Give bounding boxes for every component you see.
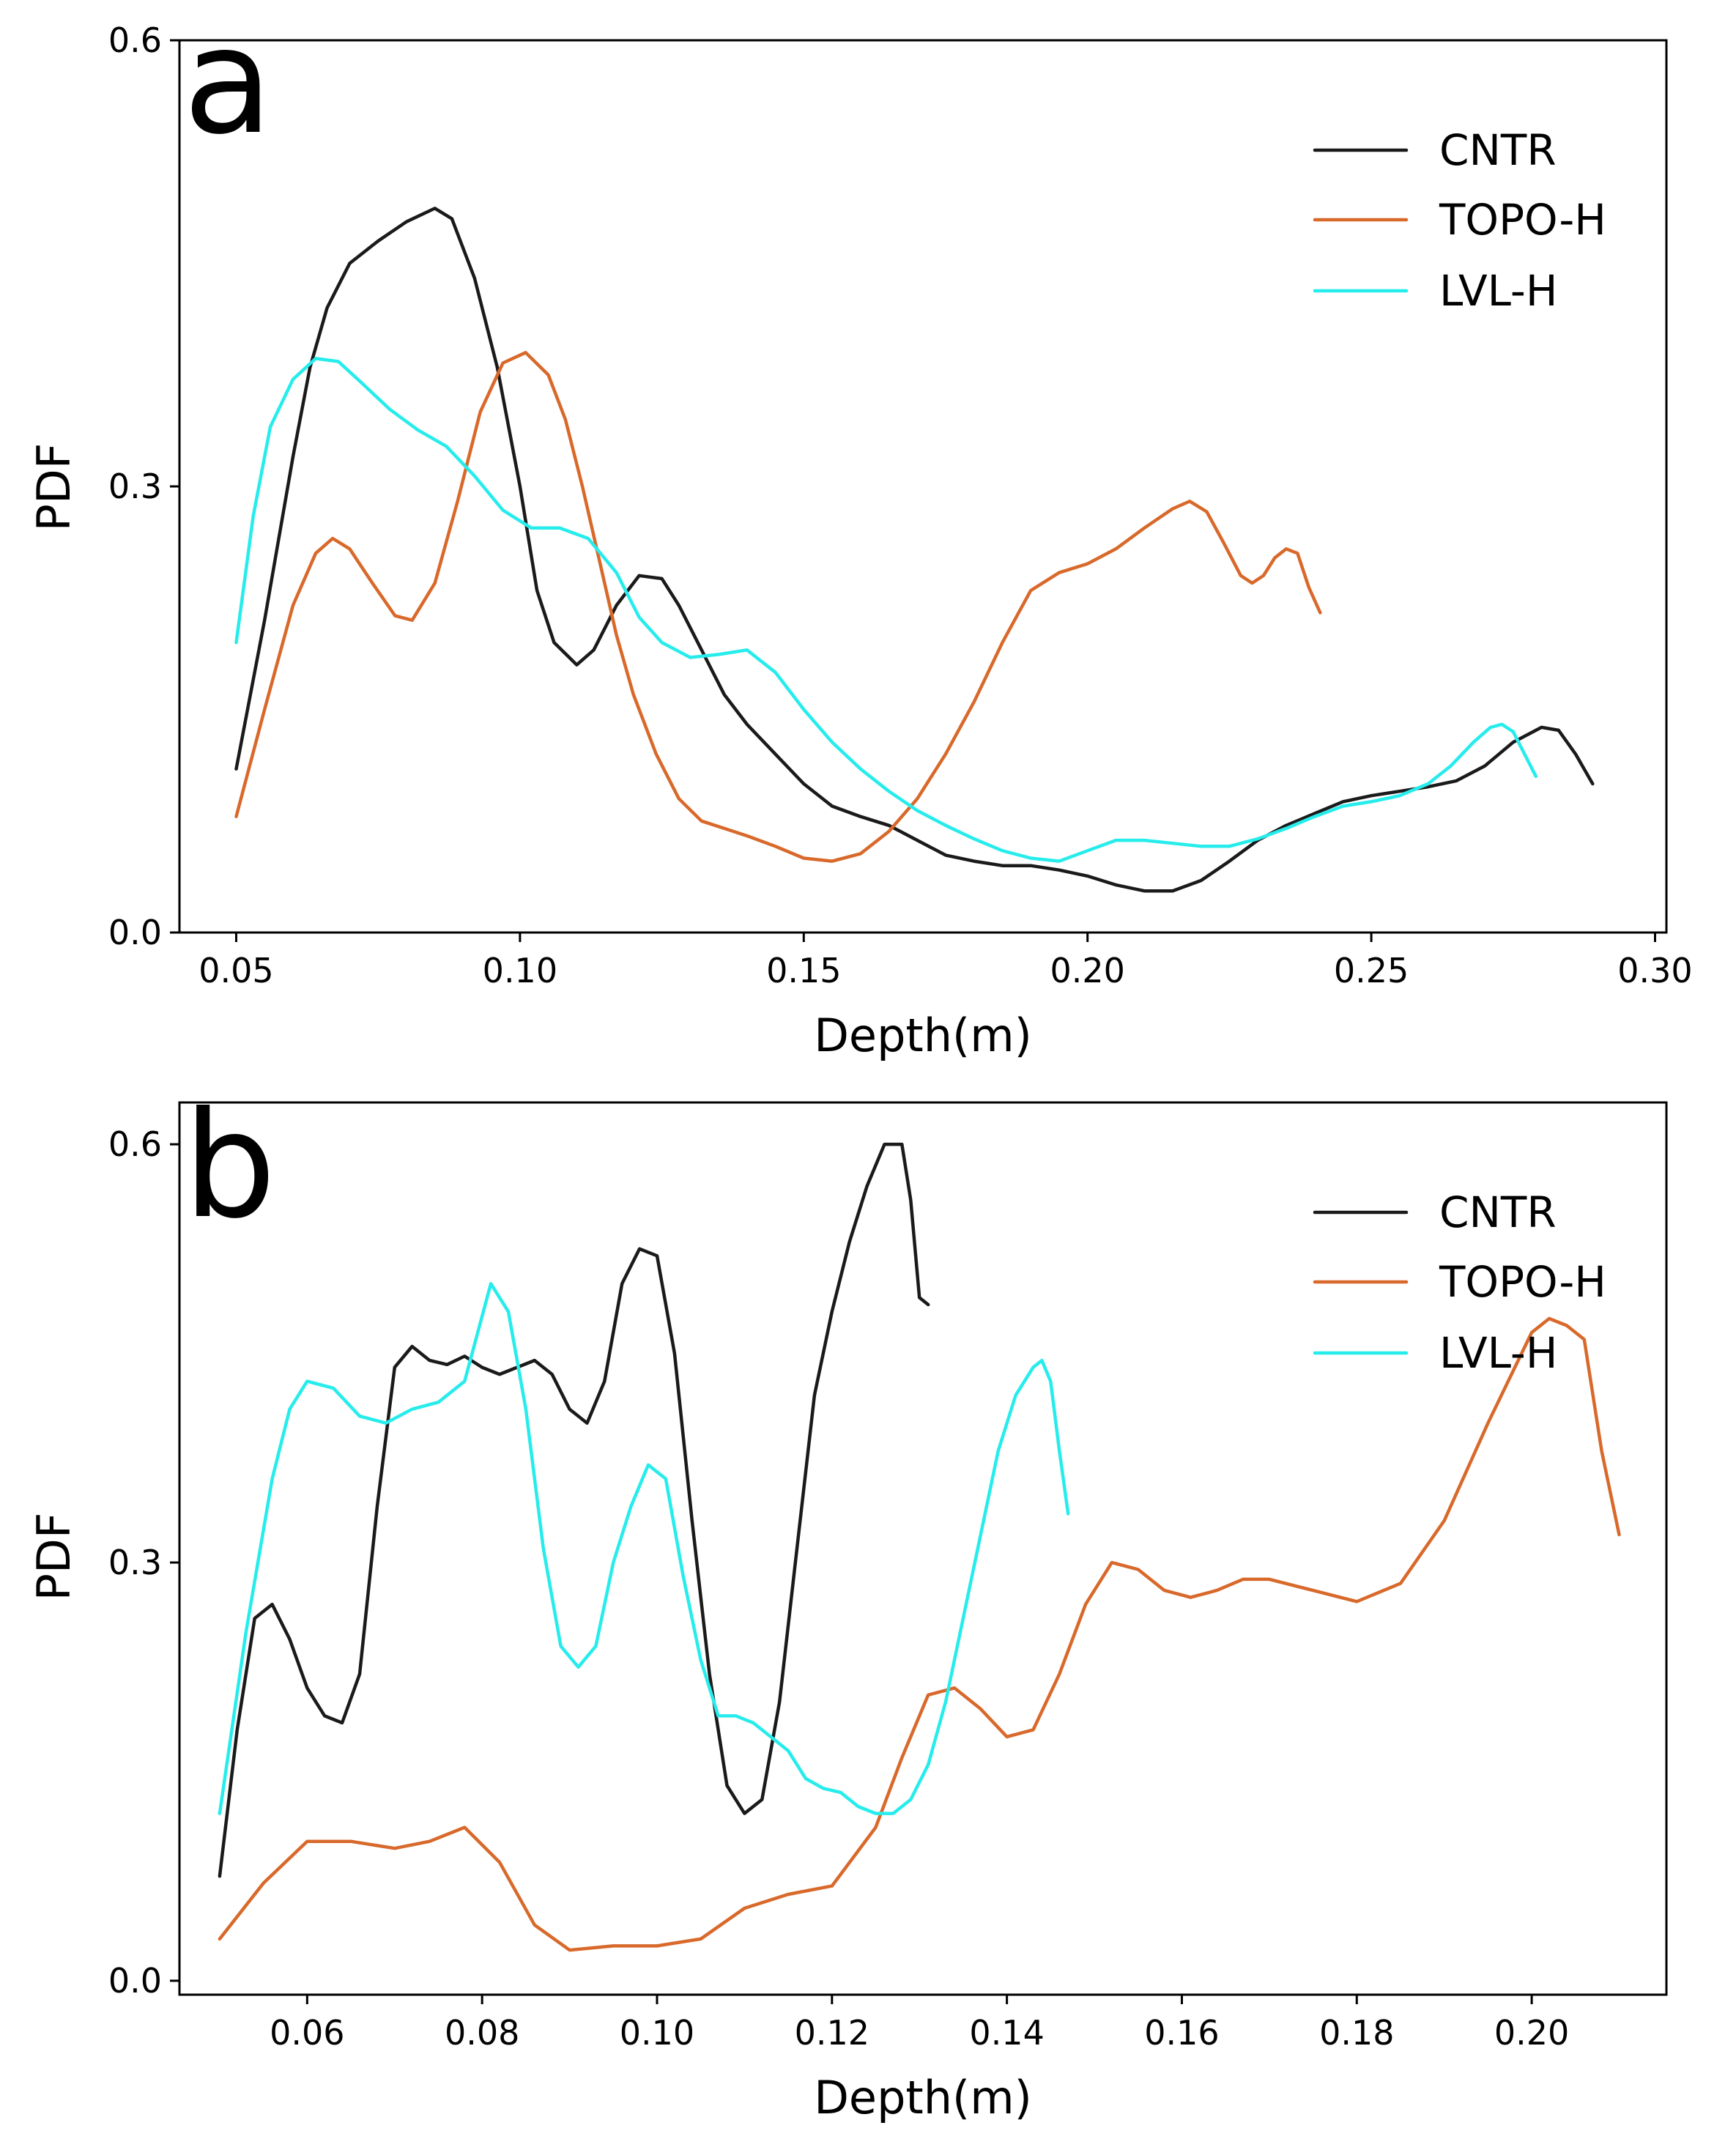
panel-a-series-cntr <box>234 207 1595 893</box>
panel-a-x-tick-label: 0.15 <box>766 951 841 990</box>
panel-a-x-tick-label: 0.25 <box>1334 951 1409 990</box>
panel-b-legend: CNTR TOPO-H LVL-H <box>1313 1187 1606 1378</box>
panel-b-series-cntr <box>218 1142 930 1878</box>
panel-a-legend-label-cntr: CNTR <box>1439 125 1557 175</box>
panel-b-x-tick-label: 0.14 <box>969 2013 1044 2053</box>
panel-b-legend-label-topo-h: TOPO-H <box>1439 1257 1606 1307</box>
panel-b-letter: b <box>183 1080 276 1251</box>
panel-b-y-tick-label: 0.3 <box>108 1543 162 1582</box>
panel-b-y-tick-label: 0.6 <box>108 1124 162 1164</box>
panel-a-y-axis: 0.0 0.3 0.6 <box>108 21 179 952</box>
panel-a-x-tick-label: 0.10 <box>483 951 557 990</box>
panel-b-y-axis: 0.0 0.3 0.6 <box>108 1124 179 2001</box>
panel-a-y-tick-label: 0.3 <box>108 467 162 506</box>
panel-b-x-tick-label: 0.18 <box>1319 2013 1394 2053</box>
panel-b-x-axis: 0.06 0.08 0.10 0.12 0.14 0.16 0.18 0.20 <box>270 1995 1569 2053</box>
panel-b-legend-label-lvl-h: LVL-H <box>1439 1328 1557 1378</box>
panel-a-series-lvl-h <box>234 357 1538 863</box>
panel-b-x-tick-label: 0.06 <box>270 2013 344 2053</box>
panel-a-x-tick-label: 0.20 <box>1050 951 1124 990</box>
panel-b-series-topo-h <box>218 1316 1621 1952</box>
panel-b-x-tick-label: 0.20 <box>1494 2013 1569 2053</box>
panel-b-y-axis-label: PDF <box>27 1513 81 1601</box>
panel-b-y-tick-label: 0.0 <box>108 1961 162 2001</box>
panel-a-series-group <box>234 207 1595 893</box>
panel-a-y-tick-label: 0.6 <box>108 21 162 60</box>
panel-b-x-tick-label: 0.08 <box>445 2013 519 2053</box>
panel-a-legend: CNTR TOPO-H LVL-H <box>1313 125 1606 316</box>
panel-b-series-group <box>218 1142 1621 1952</box>
panel-a-x-tick-label: 0.30 <box>1617 951 1692 990</box>
panel-a: 0.05 0.10 0.15 0.20 0.25 0.30 0.0 0.3 0.6 a Dep… <box>27 0 1693 1062</box>
panel-a-series-topo-h <box>234 351 1322 863</box>
panel-a-x-axis-label: Depth(m) <box>814 1009 1032 1062</box>
panel-a-x-axis: 0.05 0.10 0.15 0.20 0.25 0.30 <box>199 933 1693 990</box>
panel-a-y-axis-label: PDF <box>27 443 81 532</box>
panel-b-x-tick-label: 0.10 <box>620 2013 694 2053</box>
panel-b-x-tick-label: 0.16 <box>1144 2013 1219 2053</box>
panel-a-legend-label-lvl-h: LVL-H <box>1439 266 1557 316</box>
panel-a-legend-label-topo-h: TOPO-H <box>1439 195 1606 245</box>
panel-a-x-tick-label: 0.05 <box>199 951 273 990</box>
panel-b-legend-label-cntr: CNTR <box>1439 1187 1557 1237</box>
panel-b: 0.06 0.08 0.10 0.12 0.14 0.16 0.18 0.20 0.00.30… <box>27 1080 1668 2124</box>
panel-b-x-tick-label: 0.12 <box>795 2013 869 2053</box>
panel-a-y-tick-label: 0.0 <box>108 913 162 952</box>
panel-b-x-axis-label: Depth(m) <box>814 2071 1032 2124</box>
panel-b-frame <box>178 1101 1668 1996</box>
panel-b-series-lvl-h <box>218 1282 1070 1815</box>
panel-a-letter: a <box>183 0 273 167</box>
